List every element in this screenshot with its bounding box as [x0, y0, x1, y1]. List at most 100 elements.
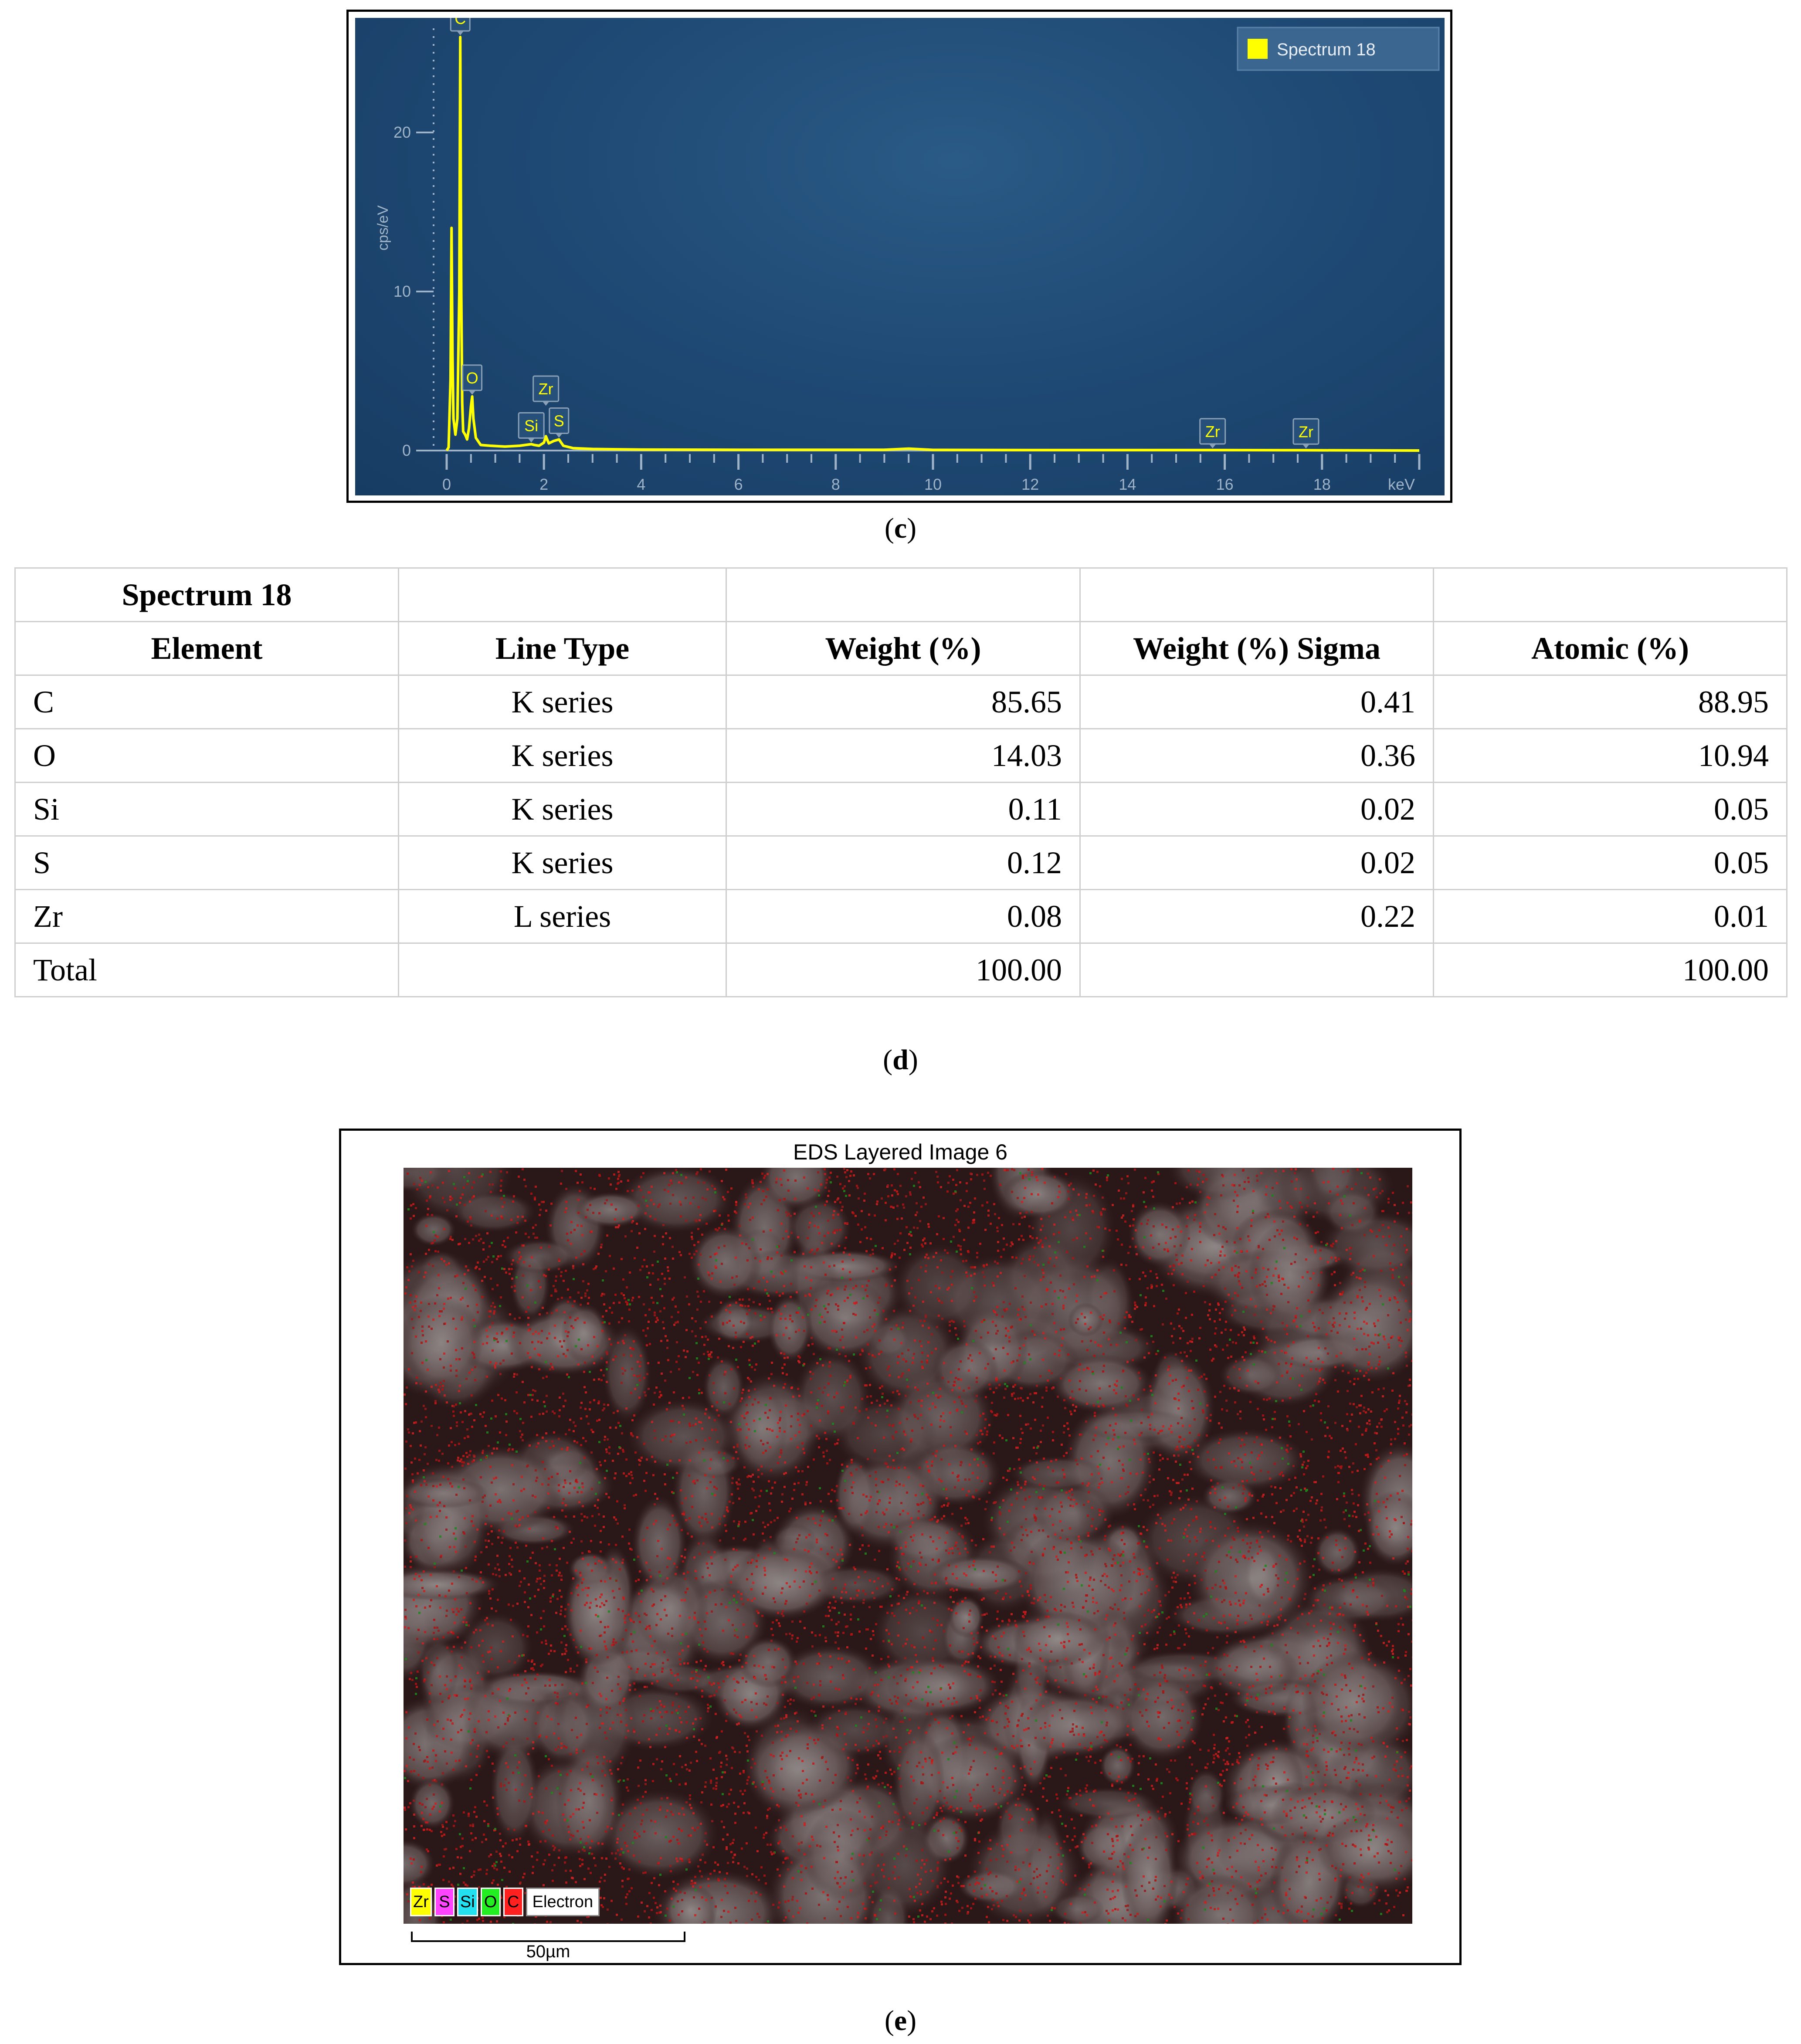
map-grains	[404, 1168, 1412, 1924]
column-header: Element	[14, 621, 399, 676]
x-tick-label: 10	[924, 475, 942, 493]
table-cell: 0.11	[726, 782, 1081, 837]
chart-legend: Spectrum 18	[1237, 27, 1440, 71]
x-axis-label: keV	[1388, 475, 1415, 493]
peak-label: C	[450, 18, 471, 35]
column-header: Weight (%)	[726, 621, 1081, 676]
peak-label: S	[549, 407, 570, 438]
scale-bar	[411, 1932, 685, 1942]
x-tick-label: 6	[734, 475, 743, 493]
table-cell	[1079, 942, 1434, 997]
peak-label: Zr	[1199, 418, 1226, 448]
x-tick-label: 0	[442, 475, 451, 493]
x-tick-label: 12	[1021, 475, 1039, 493]
peak-label: O	[462, 364, 483, 395]
caption-c: (c)	[884, 512, 917, 544]
table-row: Si K series 0.11 0.02 0.05	[14, 782, 1787, 837]
legend-label: Spectrum 18	[1277, 40, 1376, 59]
x-tick-label: 16	[1216, 475, 1234, 493]
x-tick-label: 14	[1119, 475, 1136, 493]
table-cell: 0.08	[726, 889, 1081, 944]
peak-label-text: S	[554, 412, 564, 430]
column-header: Atomic (%)	[1433, 621, 1787, 676]
peak-label-text: C	[454, 18, 466, 27]
table-title-row: Spectrum 18	[14, 567, 1787, 622]
y-tick-label: 10	[393, 282, 411, 300]
column-header: Line Type	[398, 621, 727, 676]
eds-map-image	[404, 1168, 1412, 1924]
map-element-dots	[404, 1168, 1412, 1924]
legend-chip-o: O	[480, 1888, 501, 1916]
peak-label-text: Zr	[539, 380, 553, 398]
table-header-row: Element Line Type Weight (%) Weight (%) Sig…	[14, 621, 1787, 676]
y-axis-label: cps/eV	[375, 205, 391, 251]
legend-chip-electron: Electron	[526, 1888, 600, 1916]
table-cell: L series	[398, 889, 727, 944]
results-table: Spectrum 18 Element Line Type Weight (%) Wei…	[14, 567, 1787, 997]
eds-map-frame: EDS Layered Image 6 Zr S Si O C Electron 50µm	[339, 1129, 1462, 1965]
eds-map-texture	[404, 1168, 1412, 1924]
x-tick-label: 18	[1313, 475, 1331, 493]
table-title: Spectrum 18	[14, 567, 399, 622]
eds-map-legend: Zr S Si O C Electron	[410, 1888, 600, 1916]
legend-swatch	[1248, 39, 1268, 59]
table-cell: 85.65	[726, 675, 1081, 729]
table-cell: 10.94	[1433, 728, 1787, 783]
table-cell	[398, 942, 727, 997]
table-cell: 0.36	[1079, 728, 1434, 783]
table-row: Zr L series 0.08 0.22 0.01	[14, 889, 1787, 944]
table-cell: 0.41	[1079, 675, 1434, 729]
column-header: Weight (%) Sigma	[1079, 621, 1434, 676]
table-cell	[1079, 567, 1434, 622]
legend-chip-si: Si	[457, 1888, 478, 1916]
table-cell: 100.00	[726, 942, 1081, 997]
peak-label: Zr	[532, 375, 560, 406]
table-cell: 0.05	[1433, 835, 1787, 890]
peak-label: Si	[518, 412, 545, 443]
table-cell: C	[14, 675, 399, 729]
table-cell: 100.00	[1433, 942, 1787, 997]
legend-chip-c: C	[503, 1888, 523, 1916]
spectrum-frame: 0 2 4 6 8 10 12 14 16 18 keV 0 10 20 cps/eV C O Si Zr S Zr Zr…	[346, 10, 1452, 503]
table-cell	[1433, 567, 1787, 622]
x-tick-label: 8	[831, 475, 840, 493]
peak-label: Zr	[1292, 418, 1319, 449]
table-row: Total 100.00 100.00	[14, 942, 1787, 997]
table-cell: 0.01	[1433, 889, 1787, 944]
caption-e: (e)	[884, 2005, 917, 2037]
peak-label-text: Si	[524, 417, 538, 434]
legend-chip-zr: Zr	[410, 1888, 432, 1916]
peak-label-text: Zr	[1205, 423, 1220, 441]
table-cell: 0.05	[1433, 782, 1787, 837]
x-tick-label: 2	[539, 475, 548, 493]
table-cell: K series	[398, 728, 727, 783]
table-cell	[726, 567, 1081, 622]
eds-map-title: EDS Layered Image 6	[793, 1140, 1007, 1164]
table-cell	[398, 567, 727, 622]
y-tick-label: 0	[402, 441, 411, 459]
table-cell: 14.03	[726, 728, 1081, 783]
table-cell: S	[14, 835, 399, 890]
peak-label-text: Zr	[1299, 423, 1313, 441]
spectrum-chart: 0 2 4 6 8 10 12 14 16 18 keV 0 10 20 cps/eV C O Si Zr S Zr Zr…	[355, 18, 1445, 495]
table-cell: 0.02	[1079, 782, 1434, 837]
scale-bar-label: 50µm	[526, 1942, 570, 1961]
legend-chip-s: S	[434, 1888, 454, 1916]
table-cell: K series	[398, 835, 727, 890]
table-cell: K series	[398, 782, 727, 837]
table-cell: 0.02	[1079, 835, 1434, 890]
table-cell: K series	[398, 675, 727, 729]
y-tick-label: 20	[393, 123, 411, 141]
table-cell: 0.22	[1079, 889, 1434, 944]
table-cell: Total	[14, 942, 399, 997]
table-cell: Si	[14, 782, 399, 837]
caption-d: (d)	[883, 1044, 918, 1076]
series-line-spectrum-18	[445, 36, 1420, 452]
x-tick-label: 4	[637, 475, 645, 493]
table-cell: 0.12	[726, 835, 1081, 890]
table-cell: 88.95	[1433, 675, 1787, 729]
